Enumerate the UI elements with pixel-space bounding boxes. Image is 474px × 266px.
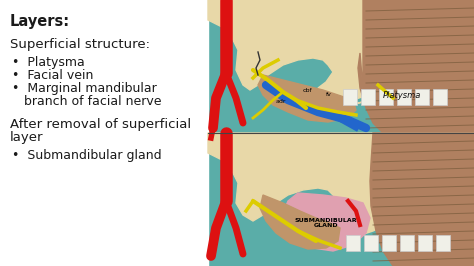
Text: •  Submandibular gland: • Submandibular gland bbox=[12, 149, 162, 162]
Bar bbox=[0, 0, 208, 266]
Bar bbox=[397, 89, 411, 105]
Text: SUBMANDIBULAR
GLAND: SUBMANDIBULAR GLAND bbox=[295, 218, 357, 228]
Text: Superficial structure:: Superficial structure: bbox=[10, 38, 150, 51]
Polygon shape bbox=[370, 133, 474, 266]
Bar bbox=[364, 235, 378, 251]
Text: •  Platysma: • Platysma bbox=[12, 56, 85, 69]
Polygon shape bbox=[258, 75, 356, 122]
Bar bbox=[415, 89, 429, 105]
Text: •  Facial vein: • Facial vein bbox=[12, 69, 93, 82]
Text: branch of facial nerve: branch of facial nerve bbox=[24, 95, 162, 108]
Bar bbox=[433, 89, 447, 105]
Text: fv: fv bbox=[326, 92, 332, 97]
Polygon shape bbox=[208, 0, 474, 100]
Text: layer: layer bbox=[10, 131, 44, 144]
Bar bbox=[400, 235, 414, 251]
Polygon shape bbox=[260, 195, 340, 249]
Bar bbox=[382, 235, 396, 251]
Polygon shape bbox=[208, 133, 474, 236]
Text: After removal of superficial: After removal of superficial bbox=[10, 118, 191, 131]
Text: •  Marginal mandibular: • Marginal mandibular bbox=[12, 82, 157, 95]
Bar bbox=[436, 235, 450, 251]
Text: Platysma: Platysma bbox=[383, 91, 421, 100]
Bar bbox=[361, 89, 375, 105]
Text: adr: adr bbox=[276, 99, 286, 104]
Text: Layers:: Layers: bbox=[10, 14, 70, 29]
Polygon shape bbox=[323, 95, 474, 110]
Bar bbox=[346, 235, 360, 251]
Bar bbox=[208, 0, 474, 266]
Polygon shape bbox=[283, 193, 370, 251]
Polygon shape bbox=[358, 0, 474, 133]
Text: cbf: cbf bbox=[303, 88, 313, 93]
Bar bbox=[418, 235, 432, 251]
Bar bbox=[343, 89, 357, 105]
Bar bbox=[379, 89, 393, 105]
